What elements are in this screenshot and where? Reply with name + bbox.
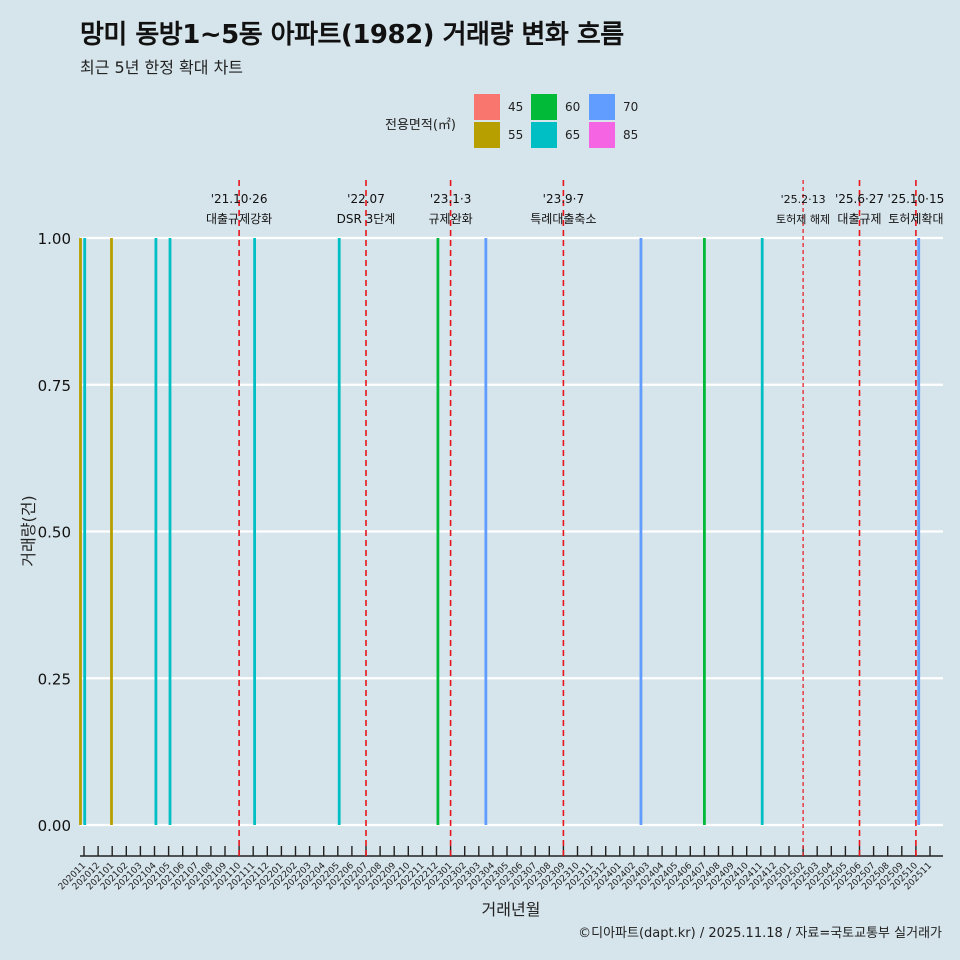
legend-label-65: 65 (565, 128, 581, 142)
bar-202011-55 (79, 238, 82, 825)
bar-202510-70 (917, 238, 921, 825)
event-date-label: '23.9·7 (543, 192, 584, 206)
event-date-label: '25.10·15 (888, 192, 945, 206)
legend-swatch-65 (531, 122, 557, 148)
y-tick-label: 0.75 (38, 377, 71, 395)
legend-label-70: 70 (623, 100, 639, 114)
event-name-label: DSR 3단계 (337, 212, 396, 226)
event-name-label: 규제완화 (429, 212, 473, 226)
chart-caption: ©디아파트(dapt.kr) / 2025.11.18 / 자료=국토교통부 실… (578, 926, 942, 941)
event-date-label: '25.6·27 (835, 192, 884, 206)
bar-202212-60 (436, 238, 440, 825)
event-name-label: 대출규제강화 (206, 212, 272, 226)
event-date-label: '22.07 (347, 192, 385, 206)
bar-202205-65 (337, 238, 341, 825)
bar-202104-65 (154, 238, 158, 825)
bar-202402-70 (639, 238, 643, 825)
legend-swatch-85 (589, 122, 615, 148)
legend-swatch-45 (474, 94, 500, 120)
event-date-label: '21.10·26 (211, 192, 268, 206)
bar-202411-65 (760, 238, 764, 825)
event-name-label: 토허제 해제 (776, 212, 830, 226)
y-tick-label: 0.00 (38, 817, 71, 835)
event-name-label: 대출규제 (837, 212, 881, 226)
bar-202111-65 (253, 238, 257, 825)
bar-202303-70 (484, 238, 488, 825)
legend-label-85: 85 (623, 128, 639, 142)
chart-subtitle: 최근 5년 한정 확대 차트 (80, 58, 244, 77)
y-tick-label: 0.50 (38, 524, 71, 542)
event-date-label: '25.2·13 (781, 193, 826, 206)
chart-title: 망미 동방1~5동 아파트(1982) 거래량 변화 흐름 (80, 20, 624, 50)
legend-swatch-60 (531, 94, 557, 120)
legend-swatch-55 (474, 122, 500, 148)
y-tick-label: 0.25 (38, 670, 71, 688)
legend-swatch-70 (589, 94, 615, 120)
event-name-label: 특례대출축소 (530, 212, 596, 226)
x-axis-title: 거래년월 (482, 900, 541, 919)
event-date-label: '23.1·3 (430, 192, 471, 206)
bar-202105-65 (168, 238, 172, 825)
bar-202011-65 (83, 238, 87, 825)
y-axis-title: 거래량(건) (19, 495, 38, 566)
legend-label-60: 60 (565, 100, 581, 114)
event-name-label: 토허제확대 (888, 212, 943, 226)
bar-202407-60 (703, 238, 706, 825)
y-tick-label: 1.00 (38, 230, 71, 248)
legend-label-55: 55 (508, 128, 524, 142)
legend-title: 전용면적(㎡) (385, 118, 456, 133)
bar-202101-55 (110, 238, 113, 825)
legend-label-45: 45 (508, 100, 524, 114)
